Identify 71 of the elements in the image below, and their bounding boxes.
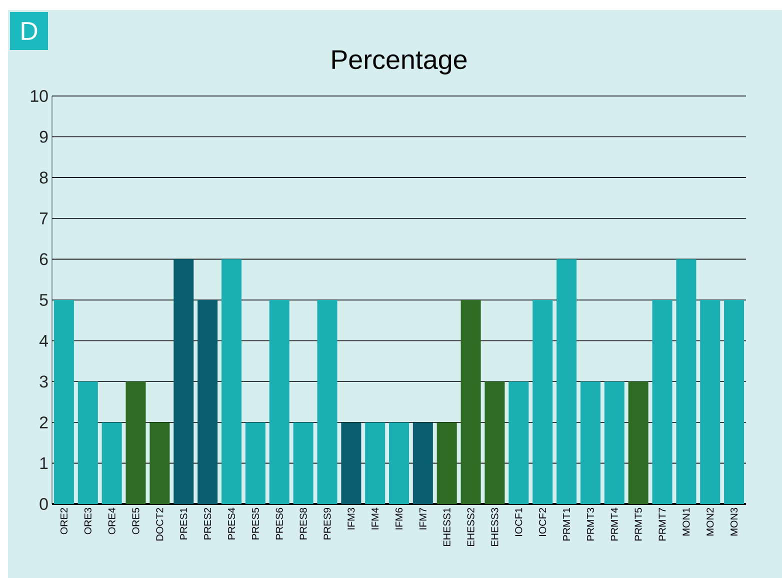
bar xyxy=(150,422,170,504)
bar xyxy=(484,382,505,504)
bar xyxy=(389,422,410,504)
bar xyxy=(293,422,314,504)
bar xyxy=(676,259,696,504)
y-tick-label: 0 xyxy=(40,498,48,510)
bar xyxy=(341,422,362,504)
x-tick-label: PRES8 xyxy=(300,508,307,540)
x-tick-label: MON1 xyxy=(682,508,690,536)
bar xyxy=(556,259,577,504)
x-tick-label: IOCF1 xyxy=(515,508,522,536)
x-tick-label: PRMT3 xyxy=(586,508,594,540)
chart-title: Percentage xyxy=(332,50,467,74)
bar xyxy=(317,300,338,504)
bar xyxy=(174,259,194,504)
bar xyxy=(604,382,624,504)
x-tick-label: PRMT4 xyxy=(610,508,618,540)
bar xyxy=(580,382,600,504)
y-tick-label: 10 xyxy=(30,90,48,102)
x-tick-label: ORE5 xyxy=(132,508,140,534)
bar xyxy=(700,300,720,504)
bar xyxy=(365,422,386,504)
y-tick-label: 2 xyxy=(40,416,48,428)
x-tick-label: EHESS3 xyxy=(491,508,498,546)
bar xyxy=(652,300,672,504)
x-tick-label: IOCF2 xyxy=(539,508,546,536)
x-tick-label: PRMT1 xyxy=(563,508,570,540)
x-tick-label: IFM3 xyxy=(348,508,355,530)
bar xyxy=(532,300,553,504)
x-tick-label: PRES6 xyxy=(276,508,283,540)
bar xyxy=(198,300,218,504)
x-tick-label: IFM7 xyxy=(420,508,426,530)
x-tick-label: ORE2 xyxy=(60,508,68,534)
bar xyxy=(245,422,266,504)
y-tick-label: 7 xyxy=(40,212,48,224)
bar xyxy=(436,422,457,504)
x-tick-label: PRES2 xyxy=(204,508,212,540)
bar xyxy=(221,259,242,504)
bar xyxy=(54,300,74,504)
bar xyxy=(102,422,122,504)
bar xyxy=(269,300,290,504)
y-tick-label: 3 xyxy=(40,376,48,388)
y-tick-label: 8 xyxy=(40,172,48,184)
y-tick-label: 9 xyxy=(40,130,48,143)
y-tick-label: 1 xyxy=(40,457,48,470)
bar xyxy=(460,300,481,504)
x-tick-label: PRMT7 xyxy=(658,508,666,540)
x-tick-label: PRES1 xyxy=(180,508,188,540)
x-tick-label: IFM6 xyxy=(395,508,403,530)
x-tick-label: PRES5 xyxy=(252,508,259,540)
y-tick-label: 5 xyxy=(40,294,48,306)
x-tick-label: ORE4 xyxy=(108,508,116,534)
x-tick-label: PRES9 xyxy=(324,508,331,540)
x-tick-label: ORE3 xyxy=(84,508,92,534)
bar xyxy=(412,422,433,504)
y-tick-label: 4 xyxy=(39,334,48,347)
x-tick-label: PRES4 xyxy=(228,508,236,540)
text: D xyxy=(22,22,38,40)
bar xyxy=(628,382,648,504)
bar xyxy=(508,382,529,504)
x-tick-label: PRMT5 xyxy=(634,508,642,540)
x-tick-label: DOCT2 xyxy=(156,508,164,540)
x-tick-label: IFM4 xyxy=(372,508,379,530)
bar xyxy=(126,382,146,504)
x-tick-label: MON3 xyxy=(730,508,738,536)
y-tick-label: 6 xyxy=(40,253,48,266)
x-tick-label: MON2 xyxy=(706,508,714,536)
x-tick-label: EHESS1 xyxy=(443,508,450,546)
bar xyxy=(78,382,98,504)
bar xyxy=(724,300,744,504)
x-tick-label: EHESS2 xyxy=(467,508,474,546)
